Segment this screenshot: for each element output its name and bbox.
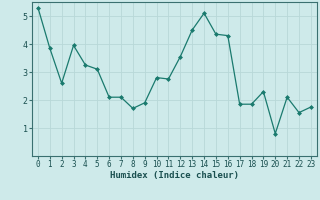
X-axis label: Humidex (Indice chaleur): Humidex (Indice chaleur): [110, 171, 239, 180]
